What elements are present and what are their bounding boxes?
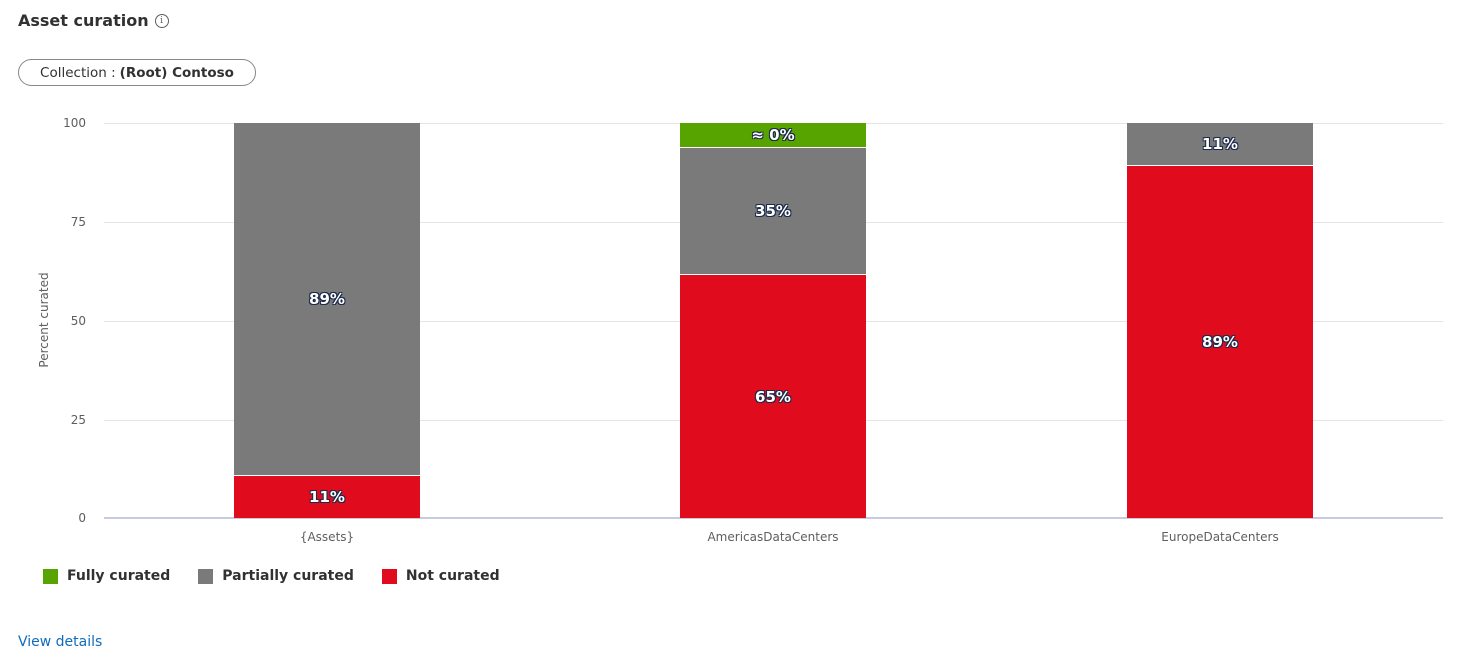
segment-label: 89%: [1202, 333, 1238, 351]
legend-label: Not curated: [405, 568, 500, 584]
segment-label: 65%: [755, 387, 791, 406]
legend-label: Partially curated: [222, 568, 354, 584]
x-axis-baseline: [104, 517, 1443, 519]
title-text: Asset curation: [18, 11, 149, 30]
legend-swatch-icon: [381, 568, 397, 584]
x-tick: {Assets}: [299, 530, 355, 544]
chart-legend: Fully curated Partially curated Not cura…: [43, 568, 500, 584]
segment-label: 11%: [309, 488, 345, 506]
legend-item-not-curated[interactable]: Not curated: [381, 568, 500, 584]
info-icon[interactable]: i: [154, 13, 169, 28]
segment-label: 89%: [309, 290, 345, 308]
segment-partially-curated[interactable]: 89%: [234, 123, 420, 475]
segment-fully-curated[interactable]: ≈ 0%: [680, 123, 866, 147]
legend-item-partially-curated[interactable]: Partially curated: [198, 568, 354, 584]
bar-assets[interactable]: 89% 11%: [234, 123, 420, 518]
y-tick: 0: [78, 511, 86, 525]
card-title: Asset curation i: [18, 11, 169, 30]
segment-partially-curated[interactable]: 11%: [1127, 123, 1313, 165]
segment-not-curated[interactable]: 89%: [1127, 165, 1313, 518]
y-tick: 100: [63, 116, 86, 130]
segment-not-curated[interactable]: 11%: [234, 475, 420, 518]
segment-label: ≈ 0%: [751, 126, 795, 144]
x-tick: AmericasDataCenters: [707, 530, 839, 544]
segment-not-curated[interactable]: 65%: [680, 274, 866, 518]
filter-value: (Root) Contoso: [119, 64, 234, 81]
legend-item-fully-curated[interactable]: Fully curated: [43, 568, 170, 584]
y-tick: 50: [70, 314, 86, 328]
segment-label: 35%: [755, 202, 791, 220]
bar-americas-data-centers[interactable]: ≈ 0% 35% 65%: [680, 123, 866, 518]
filter-label: Collection :: [40, 64, 116, 81]
y-tick: 75: [70, 215, 86, 229]
segment-partially-curated[interactable]: 35%: [680, 147, 866, 274]
legend-label: Fully curated: [67, 568, 171, 584]
x-tick: EuropeDataCenters: [1161, 530, 1279, 544]
bar-europe-data-centers[interactable]: 11% 89%: [1127, 123, 1313, 518]
y-tick: 25: [70, 413, 86, 427]
collection-filter-button[interactable]: Collection : (Root) Contoso: [18, 59, 256, 86]
segment-label: 11%: [1202, 135, 1238, 153]
legend-swatch-icon: [198, 568, 214, 584]
view-details-link[interactable]: View details: [18, 634, 103, 650]
legend-swatch-icon: [43, 568, 58, 584]
